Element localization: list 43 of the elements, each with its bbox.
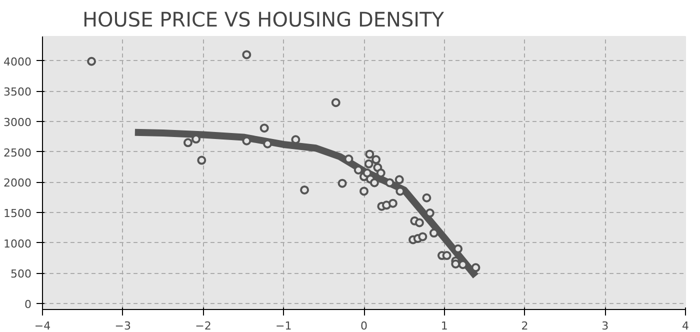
point bbox=[370, 178, 379, 188]
point bbox=[331, 98, 340, 108]
x-tick-label: 1 bbox=[440, 320, 448, 332]
point bbox=[338, 178, 347, 188]
x-tick-label: 4 bbox=[682, 320, 689, 332]
y-tick-label: 3500 bbox=[4, 86, 32, 99]
point bbox=[376, 168, 386, 178]
y-tick-label: 1000 bbox=[4, 237, 32, 250]
point bbox=[414, 218, 424, 228]
y-tick-label: 1500 bbox=[4, 206, 32, 220]
x-tick-label: −3 bbox=[114, 320, 131, 332]
y-tick-label: 3000 bbox=[4, 116, 32, 129]
point bbox=[442, 251, 452, 260]
point bbox=[372, 155, 381, 164]
point bbox=[87, 56, 96, 66]
point bbox=[197, 156, 206, 165]
x-tick-label: −2 bbox=[195, 320, 212, 332]
point bbox=[425, 208, 434, 218]
x-tick-label: −1 bbox=[276, 320, 292, 332]
x-tick-label: 2 bbox=[521, 320, 528, 332]
point bbox=[260, 124, 269, 133]
point bbox=[183, 138, 192, 148]
point bbox=[242, 50, 252, 60]
point bbox=[471, 263, 480, 272]
point bbox=[364, 159, 374, 168]
x-tick-label: 3 bbox=[602, 320, 609, 332]
y-tick-label: 0 bbox=[24, 298, 32, 311]
point bbox=[360, 186, 368, 196]
point bbox=[429, 228, 438, 238]
point bbox=[394, 175, 404, 184]
y-tick-label: 2500 bbox=[4, 146, 32, 160]
x-tick-label: 0 bbox=[360, 320, 368, 332]
point bbox=[388, 198, 398, 208]
point bbox=[422, 193, 432, 202]
chart-title: HOUSE PRICE VS HOUSING DENSITY bbox=[82, 8, 445, 32]
y-tick-label: 4000 bbox=[4, 55, 32, 68]
point bbox=[385, 178, 394, 188]
point bbox=[418, 232, 428, 242]
point bbox=[365, 150, 374, 159]
point bbox=[300, 185, 310, 194]
x-tick-label: −4 bbox=[34, 320, 51, 332]
y-tick-label: 2000 bbox=[4, 176, 32, 190]
y-tick-label: 500 bbox=[10, 268, 32, 281]
